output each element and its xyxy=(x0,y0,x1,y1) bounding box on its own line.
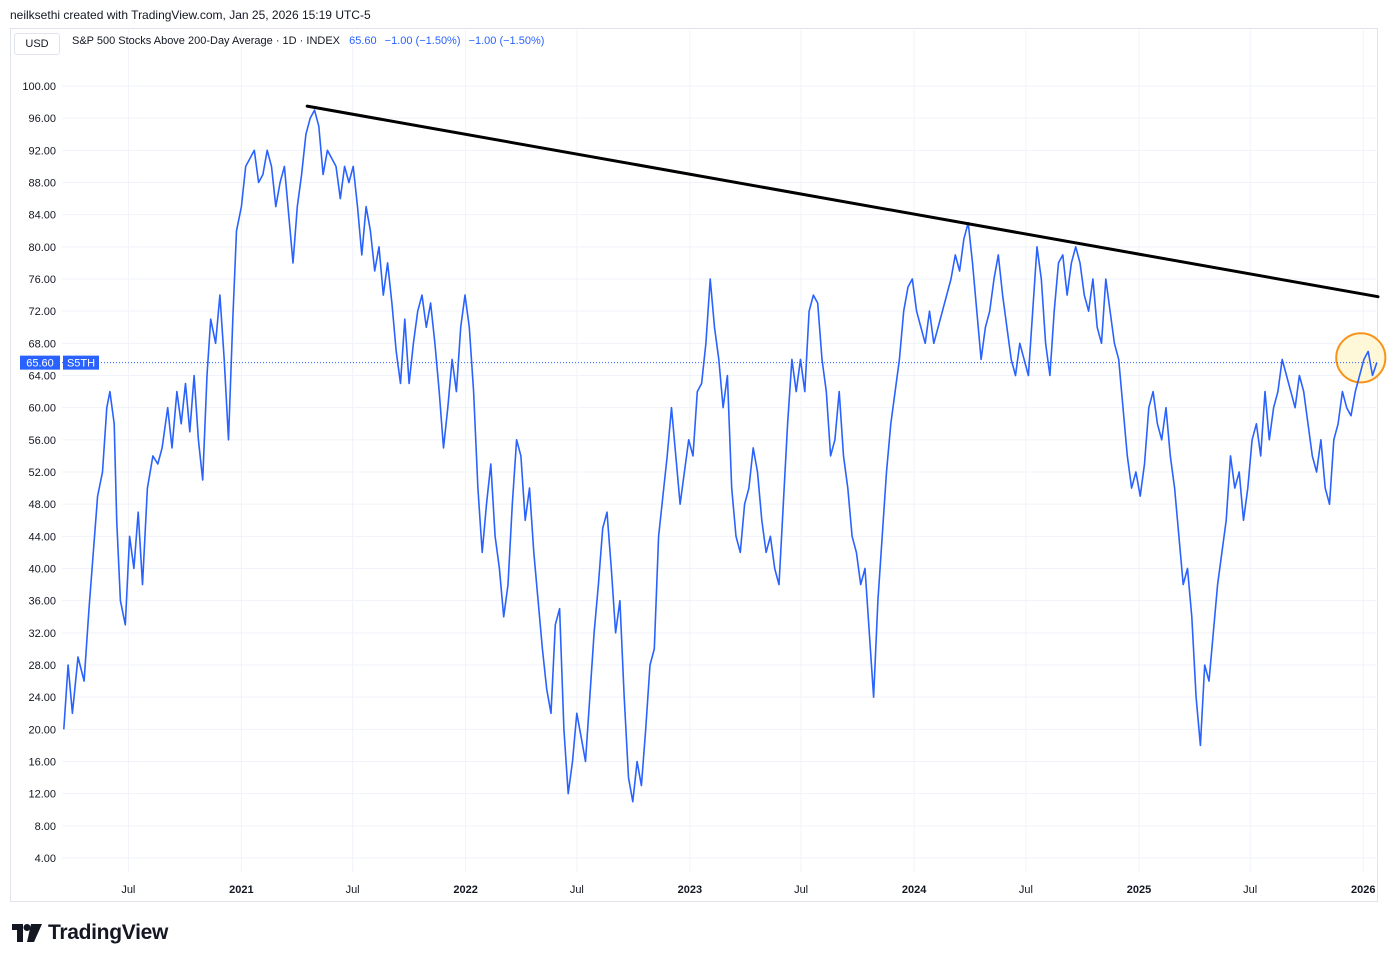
y-tick-label: 40.00 xyxy=(28,564,56,576)
y-tick-label: 4.00 xyxy=(35,853,56,865)
legend-last-value: 65.60 xyxy=(349,35,377,47)
symbol-text: S5TH xyxy=(67,358,95,370)
legend-values: 65.60 −1.00 (−1.50%) −1.00 (−1.50%) xyxy=(349,35,549,47)
x-tick-label: 2025 xyxy=(1127,884,1151,896)
series-line-s5th[interactable] xyxy=(63,109,1378,803)
y-tick-label: 64.00 xyxy=(28,371,56,383)
trendline-layer xyxy=(305,104,1380,299)
y-tick-label: 72.00 xyxy=(28,306,56,318)
y-tick-label: 92.00 xyxy=(28,145,56,157)
currency-selector[interactable]: USD xyxy=(14,33,60,55)
y-tick-label: 88.00 xyxy=(28,178,56,190)
y-tick-label: 44.00 xyxy=(28,531,56,543)
y-tick-label: 68.00 xyxy=(28,338,56,350)
x-tick-label: Jul xyxy=(121,884,135,896)
y-tick-label: 20.00 xyxy=(28,724,56,736)
y-tick-label: 8.00 xyxy=(35,821,56,833)
trendline[interactable] xyxy=(305,104,1380,299)
x-tick-label: 2024 xyxy=(902,884,927,896)
y-tick-label: 52.00 xyxy=(28,467,56,479)
highlight-circle[interactable] xyxy=(1335,332,1387,384)
y-tick-label: 24.00 xyxy=(28,692,56,704)
y-tick-label: 76.00 xyxy=(28,274,56,286)
y-axis: 100.00 96.00 92.00 88.00 84.00 80.00 76.00 72.0… xyxy=(22,81,56,865)
series-layer xyxy=(62,109,1378,803)
symbol-badge xyxy=(63,355,99,370)
last-value-text: 65.60 xyxy=(26,358,54,370)
x-tick-label: 2026 xyxy=(1351,884,1375,896)
attribution-text: neilksethi created with TradingView.com,… xyxy=(10,8,371,22)
x-tick-label: Jul xyxy=(1243,884,1257,896)
y-tick-label: 56.00 xyxy=(28,435,56,447)
last-value-label-layer: 65.60 S5TH xyxy=(20,355,99,370)
x-axis: Jul 2021 Jul 2022 Jul 2023 Jul 2024 Jul 2025 Jul 20… xyxy=(121,884,1375,896)
y-tick-label: 16.00 xyxy=(28,757,56,769)
x-tick-label: 2022 xyxy=(453,884,477,896)
y-tick-label: 32.00 xyxy=(28,628,56,640)
legend-title: S&P 500 Stocks Above 200-Day Average · 1… xyxy=(72,35,341,47)
x-tick-label: Jul xyxy=(346,884,360,896)
chart-frame xyxy=(10,28,1378,902)
x-tick-label: Jul xyxy=(1019,884,1033,896)
y-tick-label: 80.00 xyxy=(28,242,56,254)
x-tick-label: 2021 xyxy=(229,884,253,896)
x-tick-label: 2023 xyxy=(678,884,702,896)
tradingview-brand[interactable]: TradingView xyxy=(12,921,168,945)
x-tick-label: Jul xyxy=(570,884,584,896)
last-value-badge xyxy=(20,355,60,370)
y-tick-label: 36.00 xyxy=(28,596,56,608)
y-tick-label: 48.00 xyxy=(28,499,56,511)
legend-change-2: −1.00 (−1.50%) xyxy=(468,35,545,47)
series-legend[interactable]: S&P 500 Stocks Above 200-Day Average · 1… xyxy=(72,35,549,47)
tradingview-logo-icon xyxy=(12,924,42,942)
x-tick-label: Jul xyxy=(794,884,808,896)
y-tick-label: 84.00 xyxy=(28,210,56,222)
y-tick-label: 100.00 xyxy=(22,81,56,93)
legend-change: −1.00 (−1.50%) xyxy=(384,35,461,47)
chart-grid xyxy=(62,30,1378,872)
y-tick-label: 28.00 xyxy=(28,660,56,672)
y-tick-label: 12.00 xyxy=(28,789,56,801)
y-tick-label: 96.00 xyxy=(28,113,56,125)
y-tick-label: 60.00 xyxy=(28,403,56,415)
brand-name: TradingView xyxy=(48,921,169,944)
highlight-circle-layer xyxy=(1335,332,1387,384)
